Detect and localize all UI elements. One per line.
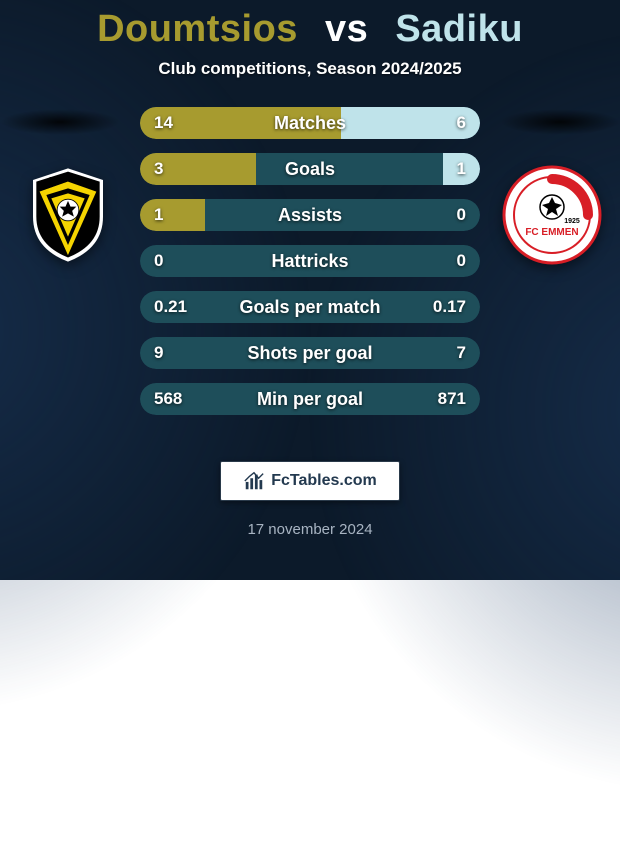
stat-value-right: 0 [457,199,466,231]
stats-stage: V.V.V.-VENL FC EMMEN 1925 14Matches6 3Goa… [0,107,620,437]
brand-text: FcTables.com [271,472,377,490]
stat-value-right: 1 [457,153,466,185]
stat-label: Shots per goal [140,337,480,369]
club-crest-left: V.V.V.-VENL [18,165,118,265]
stat-label: Goals [140,153,480,185]
player2-name: Sadiku [395,8,523,50]
stat-bars: 14Matches63Goals11Assists00Hattricks00.2… [140,107,480,415]
stat-value-right: 7 [457,337,466,369]
stat-value-right: 6 [457,107,466,139]
stat-row: 0.21Goals per match0.17 [140,291,480,323]
subtitle: Club competitions, Season 2024/2025 [0,59,620,79]
stat-value-right: 871 [438,383,466,415]
crest-right-year: 1925 [564,218,580,225]
chart-icon [243,470,265,492]
brand-badge: FcTables.com [220,461,400,501]
stat-row: 3Goals1 [140,153,480,185]
stat-row: 568Min per goal871 [140,383,480,415]
stat-value-right: 0 [457,245,466,277]
date-text: 17 november 2024 [0,521,620,538]
svg-text:V.V.V.-VENL: V.V.V.-VENL [49,177,86,184]
stat-label: Goals per match [140,291,480,323]
stat-row: 0Hattricks0 [140,245,480,277]
stat-label: Matches [140,107,480,139]
stat-row: 1Assists0 [140,199,480,231]
crest-right-shadow [500,109,620,135]
stat-label: Hattricks [140,245,480,277]
stat-label: Min per goal [140,383,480,415]
stat-label: Assists [140,199,480,231]
comparison-title: Doumtsios vs Sadiku [0,0,620,51]
svg-text:FC EMMEN: FC EMMEN [525,227,578,238]
club-crest-right: FC EMMEN 1925 [502,165,602,265]
infographic-root: Doumtsios vs Sadiku Club competitions, S… [0,0,620,580]
stat-value-right: 0.17 [433,291,466,323]
player1-name: Doumtsios [97,8,298,50]
stat-row: 9Shots per goal7 [140,337,480,369]
title-vs: vs [325,8,368,50]
stat-row: 14Matches6 [140,107,480,139]
crest-left-shadow [0,109,120,135]
